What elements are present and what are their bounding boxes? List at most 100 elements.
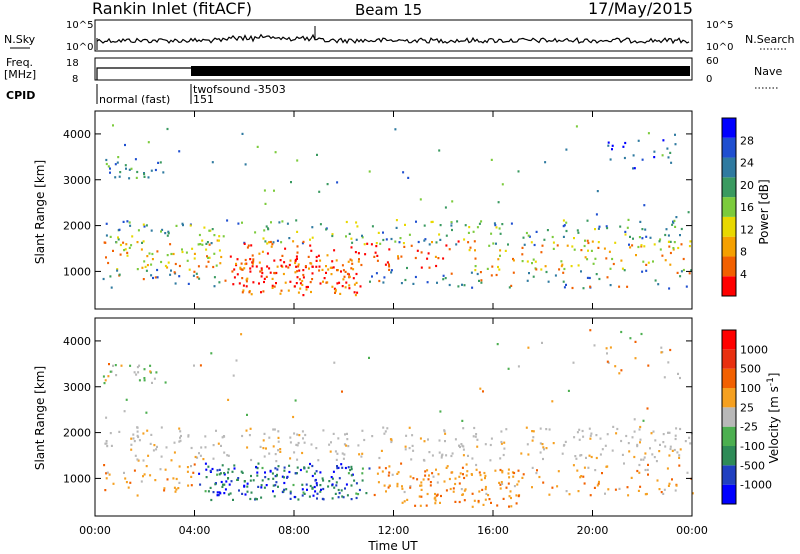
velocity-cell <box>462 454 465 457</box>
power-cell <box>525 231 528 235</box>
power-cell <box>237 222 240 225</box>
velocity-cell <box>305 470 308 473</box>
power-cell <box>263 280 265 284</box>
power-cell <box>464 224 467 227</box>
velocity-cell <box>409 485 412 488</box>
velocity-cell <box>179 430 182 433</box>
power-cell <box>142 278 145 281</box>
velocity-cell <box>229 492 232 495</box>
velocity-cell <box>629 337 632 340</box>
velocity-cell <box>297 498 300 501</box>
velocity-cell <box>259 445 262 448</box>
velocity-cell <box>363 438 366 442</box>
power-cell <box>400 282 403 285</box>
power-cell <box>685 285 688 288</box>
power-cell <box>334 288 337 291</box>
power-cell <box>126 254 129 257</box>
velocity-cell <box>205 476 208 479</box>
velocity-cell <box>190 446 193 450</box>
power-cell <box>594 257 597 260</box>
power-cell <box>267 227 269 230</box>
power-cell <box>240 268 243 271</box>
velocity-cell <box>579 454 582 457</box>
velocity-cell <box>246 446 249 449</box>
velocity-cell <box>236 478 239 481</box>
power-cell <box>414 275 417 279</box>
power-cell <box>469 246 472 249</box>
power-cell <box>591 240 594 243</box>
power-cell <box>276 239 279 242</box>
power-cell <box>640 245 643 248</box>
velocity-cell <box>595 456 598 460</box>
colorbar-swatch <box>722 446 736 466</box>
velocity-cell <box>311 486 314 489</box>
power-cell <box>334 291 336 294</box>
velocity-cell <box>460 488 463 491</box>
power-cell <box>639 220 642 223</box>
colorbar-swatch <box>722 388 736 408</box>
power-cell <box>426 257 429 260</box>
velocity-cell <box>174 490 177 493</box>
velocity-cell <box>245 429 248 432</box>
power-cell <box>260 275 263 278</box>
velocity-cell <box>273 428 276 431</box>
y-tick-label: 2000 <box>63 220 91 233</box>
velocity-cell <box>466 470 469 473</box>
power-cell <box>146 264 149 267</box>
colorbar-swatch <box>722 465 736 485</box>
power-cell <box>245 280 248 283</box>
freq-trace <box>96 66 690 80</box>
power-cell <box>181 250 184 254</box>
velocity-cell <box>342 457 345 460</box>
power-cell <box>551 235 554 239</box>
velocity-cell <box>643 456 646 459</box>
power-cell <box>104 241 107 244</box>
velocity-cell <box>473 499 476 502</box>
power-cell <box>264 240 267 243</box>
colorbar-swatch <box>722 330 736 350</box>
power-cell <box>470 271 473 274</box>
power-cell <box>353 291 356 294</box>
power-cell <box>377 231 380 234</box>
power-cell <box>112 124 114 127</box>
velocity-cell <box>385 490 387 493</box>
power-cell <box>680 270 683 273</box>
velocity-cell <box>155 371 158 374</box>
power-cell <box>667 240 670 243</box>
velocity-cell <box>418 495 421 498</box>
velocity-cell <box>454 482 457 486</box>
power-cell <box>370 243 373 246</box>
power-cell <box>116 269 119 272</box>
power-cell <box>151 258 154 261</box>
power-cell <box>587 249 589 252</box>
power-cell <box>412 282 415 285</box>
velocity-cell <box>476 438 479 441</box>
velocity-cell <box>590 455 593 459</box>
velocity-cell <box>331 497 334 500</box>
power-cell <box>474 257 477 260</box>
velocity-cell <box>351 473 354 476</box>
velocity-cell <box>438 451 441 454</box>
power-cell <box>242 284 245 287</box>
power-cell <box>216 239 219 242</box>
velocity-cell <box>249 427 252 430</box>
power-cell <box>546 229 549 232</box>
power-cell <box>274 151 277 154</box>
station-title: Rankin Inlet (fitACF) <box>92 0 252 18</box>
power-cell <box>311 265 314 268</box>
velocity-cell <box>361 472 364 475</box>
velocity-cell <box>646 407 649 410</box>
velocity-cell <box>347 466 350 469</box>
power-cell <box>296 270 299 273</box>
velocity-cell <box>515 494 518 497</box>
power-cell <box>680 243 683 246</box>
power-cell <box>608 250 611 253</box>
velocity-cell <box>138 379 141 382</box>
velocity-cell <box>532 436 535 439</box>
velocity-cell <box>508 505 510 508</box>
velocity-cell <box>531 466 534 469</box>
power-cell <box>302 294 305 297</box>
power-cell <box>644 228 647 231</box>
velocity-cell <box>477 501 480 504</box>
